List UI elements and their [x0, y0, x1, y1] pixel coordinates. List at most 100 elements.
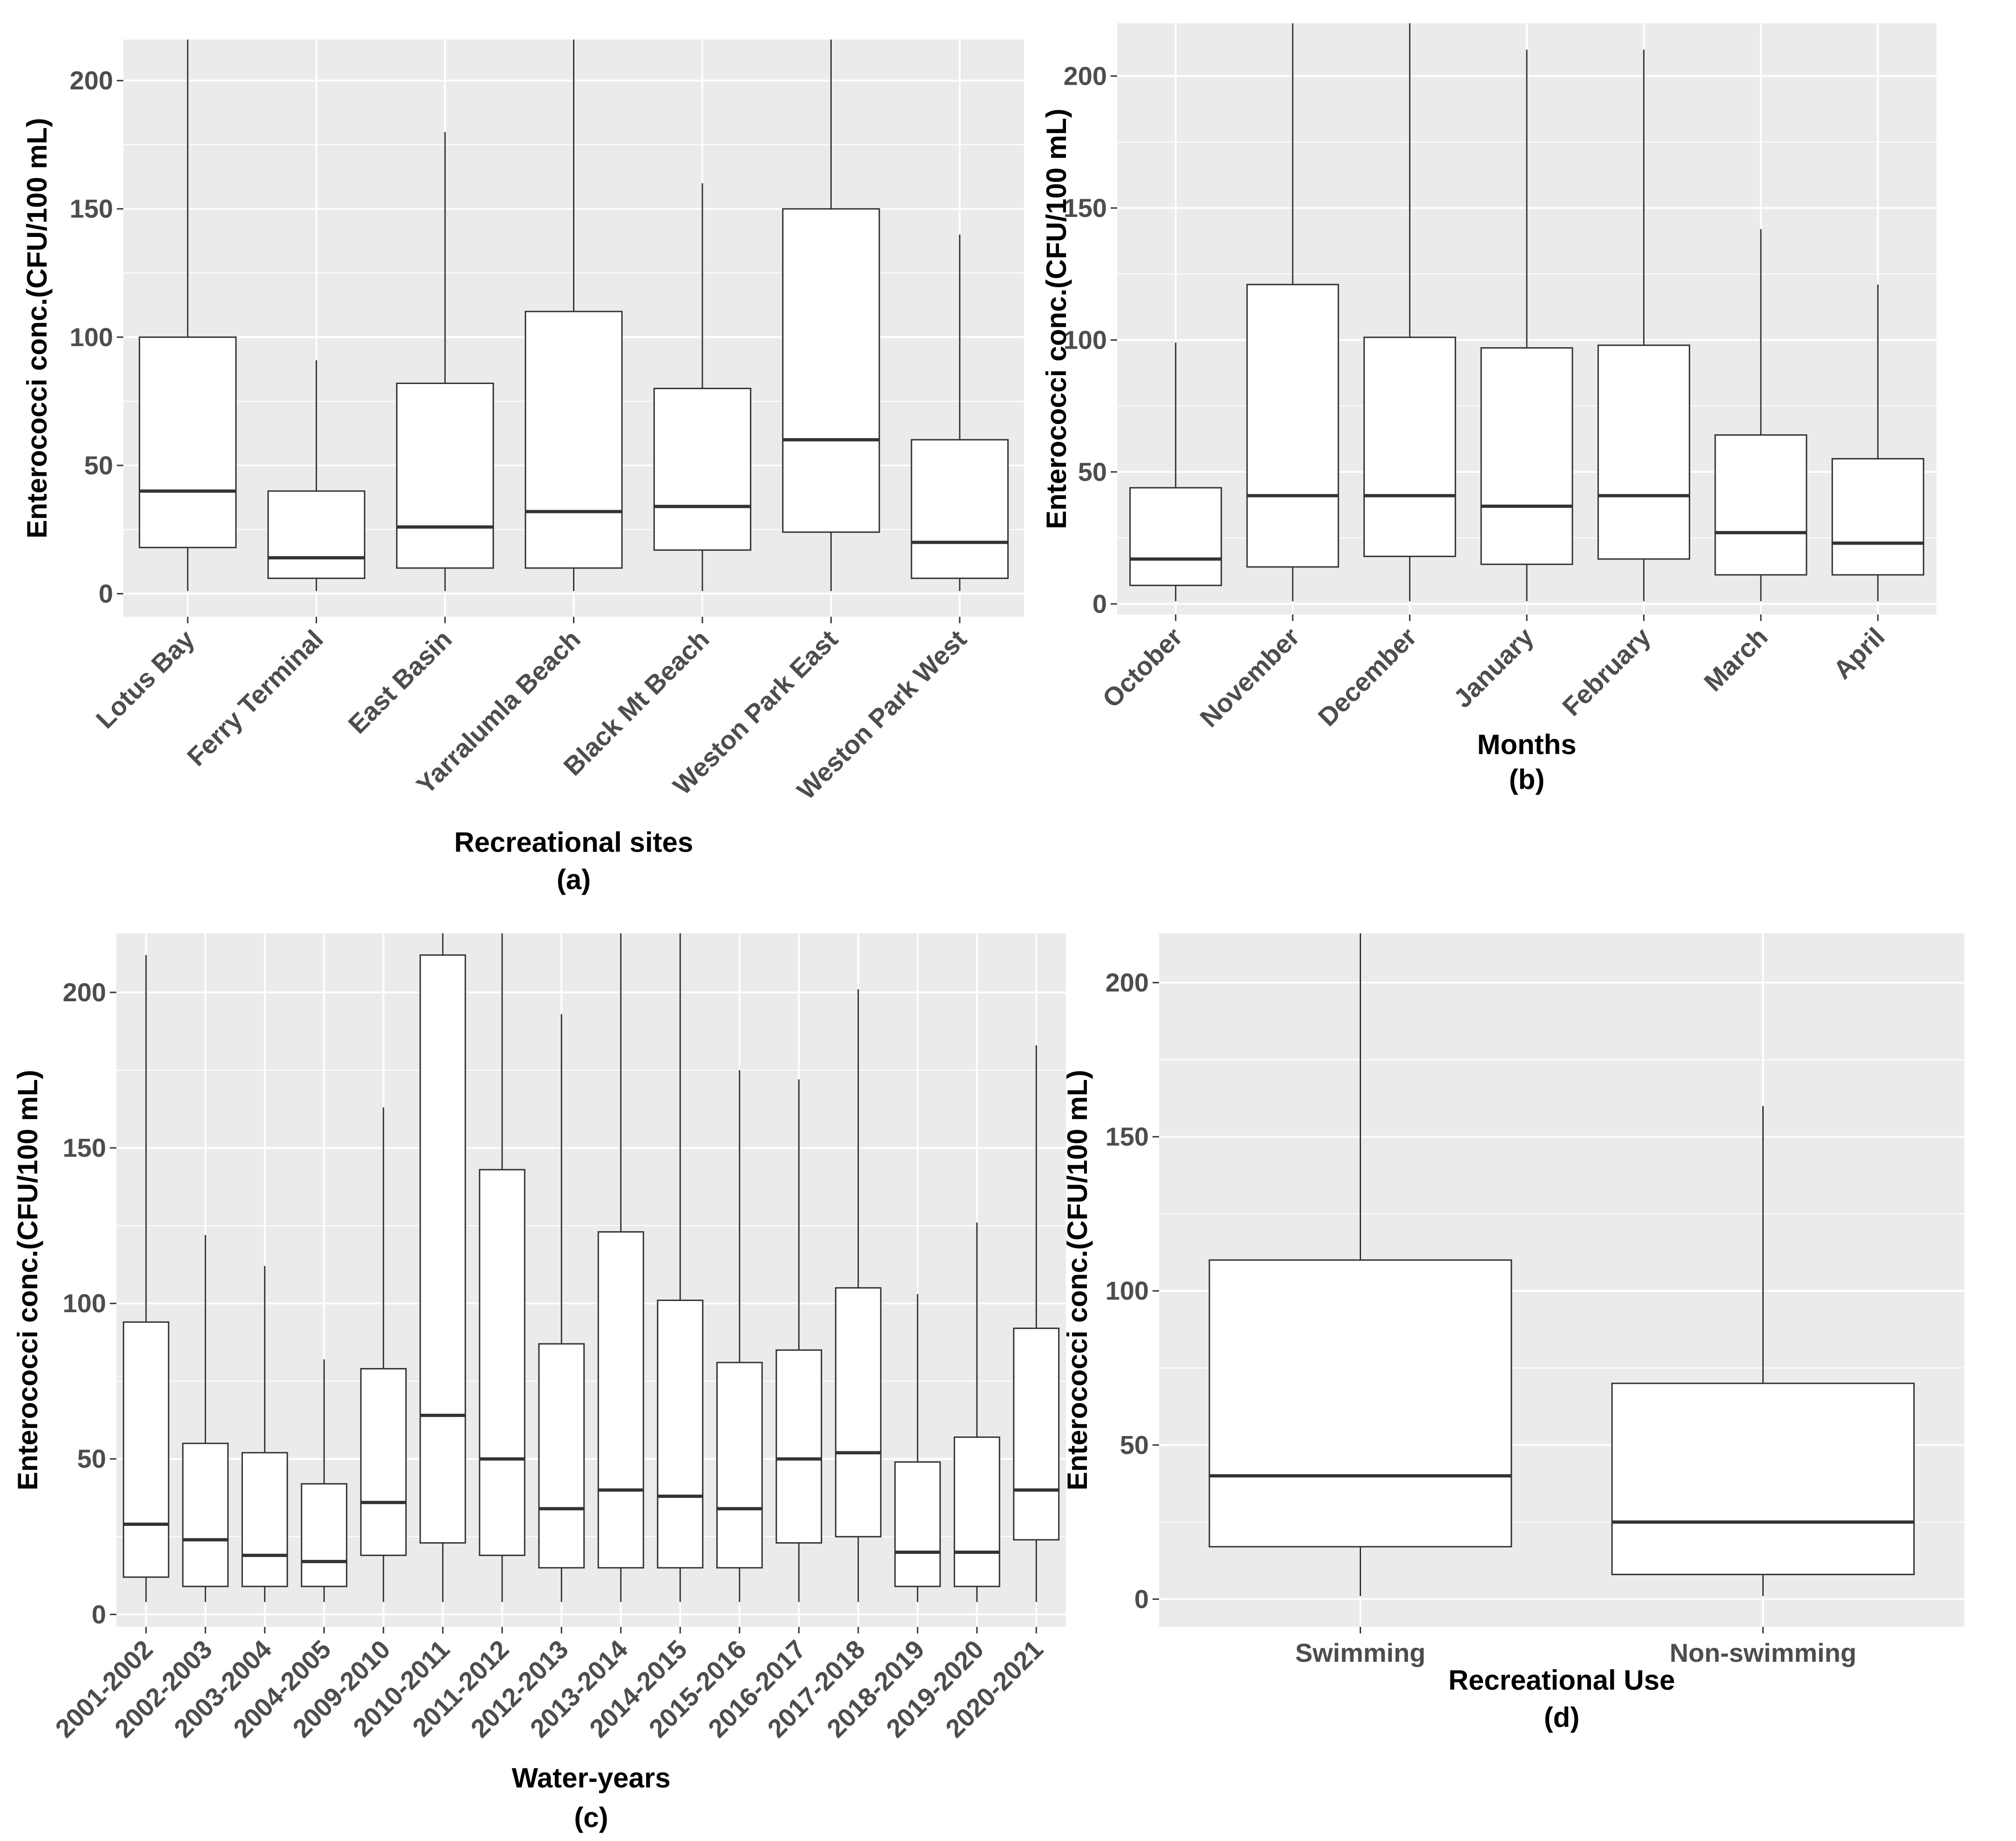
iqr-box — [953, 1436, 1000, 1587]
iqr-box — [479, 1169, 526, 1556]
box-march — [1714, 229, 1807, 601]
y-axis-title: Enterococci conc.(CFU/100 mL) — [12, 1070, 43, 1490]
x-tick-label: Non-swimming — [1670, 1638, 1856, 1667]
y-tick-label: 50 — [1078, 457, 1107, 486]
iqr-box — [1246, 283, 1339, 568]
box-non-swimming — [1611, 1106, 1915, 1596]
y-axis-title: Enterococci conc.(CFU/100 mL) — [1062, 1070, 1093, 1490]
iqr-box — [525, 310, 623, 569]
box-2001-2002 — [122, 955, 169, 1602]
y-tick-label: 100 — [63, 1288, 106, 1318]
box-2018-2019 — [894, 1294, 941, 1602]
iqr-box — [1480, 347, 1573, 565]
y-tick-label: 150 — [63, 1133, 106, 1162]
box-2015-2016 — [716, 1070, 763, 1602]
box-2016-2017 — [775, 1079, 823, 1602]
x-tick-label: East Basin — [343, 624, 458, 739]
box-2011-2012 — [479, 933, 526, 1602]
iqr-box — [1013, 1328, 1060, 1541]
iqr-box — [419, 954, 466, 1544]
iqr-box — [1129, 487, 1222, 587]
y-tick-label: 100 — [1064, 325, 1107, 354]
y-tick-label: 0 — [99, 579, 113, 608]
x-axis-title: Recreational sites — [454, 827, 694, 858]
box-october — [1129, 343, 1222, 601]
box-2020-2021 — [1013, 1045, 1060, 1602]
y-tick-label: 50 — [77, 1444, 106, 1473]
box-east-basin — [396, 132, 494, 591]
y-tick-label: 0 — [92, 1599, 106, 1629]
y-tick-label: 200 — [1106, 968, 1149, 997]
box-2009-2010 — [360, 1107, 407, 1602]
iqr-box — [894, 1461, 941, 1587]
y-tick-label: 150 — [70, 194, 113, 223]
y-tick-label: 50 — [1120, 1430, 1149, 1459]
box-2010-2011 — [419, 933, 466, 1602]
box-2017-2018 — [835, 989, 882, 1602]
x-tick-label: March — [1698, 622, 1773, 697]
x-tick-label: February — [1557, 622, 1656, 722]
box-black-mt-beach — [653, 183, 752, 591]
y-tick-label: 50 — [84, 451, 113, 480]
iqr-box — [1611, 1382, 1915, 1575]
box-february — [1597, 49, 1690, 601]
box-2012-2013 — [538, 1014, 585, 1602]
iqr-box — [1597, 344, 1690, 560]
y-tick-label: 0 — [1134, 1584, 1149, 1613]
iqr-box — [122, 1321, 169, 1578]
y-tick-label: 0 — [1092, 589, 1107, 618]
box-2014-2015 — [657, 933, 704, 1602]
x-tick-label: November — [1194, 622, 1305, 733]
iqr-box — [1714, 434, 1807, 576]
panel-label: (a) — [557, 864, 591, 895]
box-2004-2005 — [301, 1359, 348, 1602]
box-december — [1363, 23, 1456, 601]
x-tick-label: Swimming — [1295, 1638, 1425, 1667]
x-tick-label: October — [1097, 622, 1188, 713]
iqr-box — [653, 388, 752, 551]
box-yarralumla-beach — [525, 40, 623, 591]
box-2019-2020 — [953, 1222, 1000, 1602]
y-tick-label: 150 — [1064, 193, 1107, 223]
iqr-box — [538, 1343, 585, 1569]
iqr-box — [716, 1362, 763, 1569]
iqr-box — [657, 1299, 704, 1569]
iqr-box — [910, 439, 1009, 579]
boxplot-panel-c: 0501001502002001-20022002-20032003-20042… — [12, 933, 1066, 1833]
iqr-box — [301, 1483, 348, 1587]
iqr-box — [139, 336, 237, 548]
iqr-box — [267, 490, 365, 579]
x-tick-label: January — [1448, 622, 1539, 713]
x-tick-label: December — [1312, 622, 1422, 732]
panel-label: (c) — [574, 1802, 608, 1833]
box-ferry-terminal — [267, 360, 365, 591]
box-november — [1246, 23, 1339, 601]
iqr-box — [775, 1349, 823, 1544]
iqr-box — [182, 1443, 229, 1587]
y-axis-title: Enterococci conc.(CFU/100 mL) — [1041, 108, 1072, 529]
box-weston-park-east — [782, 40, 880, 591]
box-2003-2004 — [241, 1266, 288, 1602]
iqr-box — [241, 1452, 288, 1587]
x-tick-label: April — [1827, 622, 1890, 685]
box-january — [1480, 49, 1573, 601]
iqr-box — [1363, 337, 1456, 557]
y-tick-label: 200 — [63, 978, 106, 1007]
iqr-box — [782, 208, 880, 533]
y-tick-label: 200 — [70, 66, 113, 95]
box-april — [1831, 284, 1924, 601]
box-2013-2014 — [597, 933, 644, 1602]
y-tick-label: 100 — [1106, 1276, 1149, 1305]
boxplot-panel-d: 0 50 100 150 200 Swimming Non-swimmingRecreati… — [1062, 933, 1964, 1733]
box-2002-2003 — [182, 1235, 229, 1602]
box-weston-park-west — [910, 234, 1009, 591]
y-axis-title: Enterococci conc.(CFU/100 mL) — [21, 118, 53, 539]
iqr-box — [1831, 458, 1924, 576]
x-axis-title: Recreational Use — [1449, 1665, 1675, 1696]
iqr-box — [360, 1368, 407, 1556]
x-tick-label: Ferry Terminal — [181, 624, 329, 772]
iqr-box — [396, 382, 494, 569]
panel-label: (b) — [1509, 764, 1545, 795]
